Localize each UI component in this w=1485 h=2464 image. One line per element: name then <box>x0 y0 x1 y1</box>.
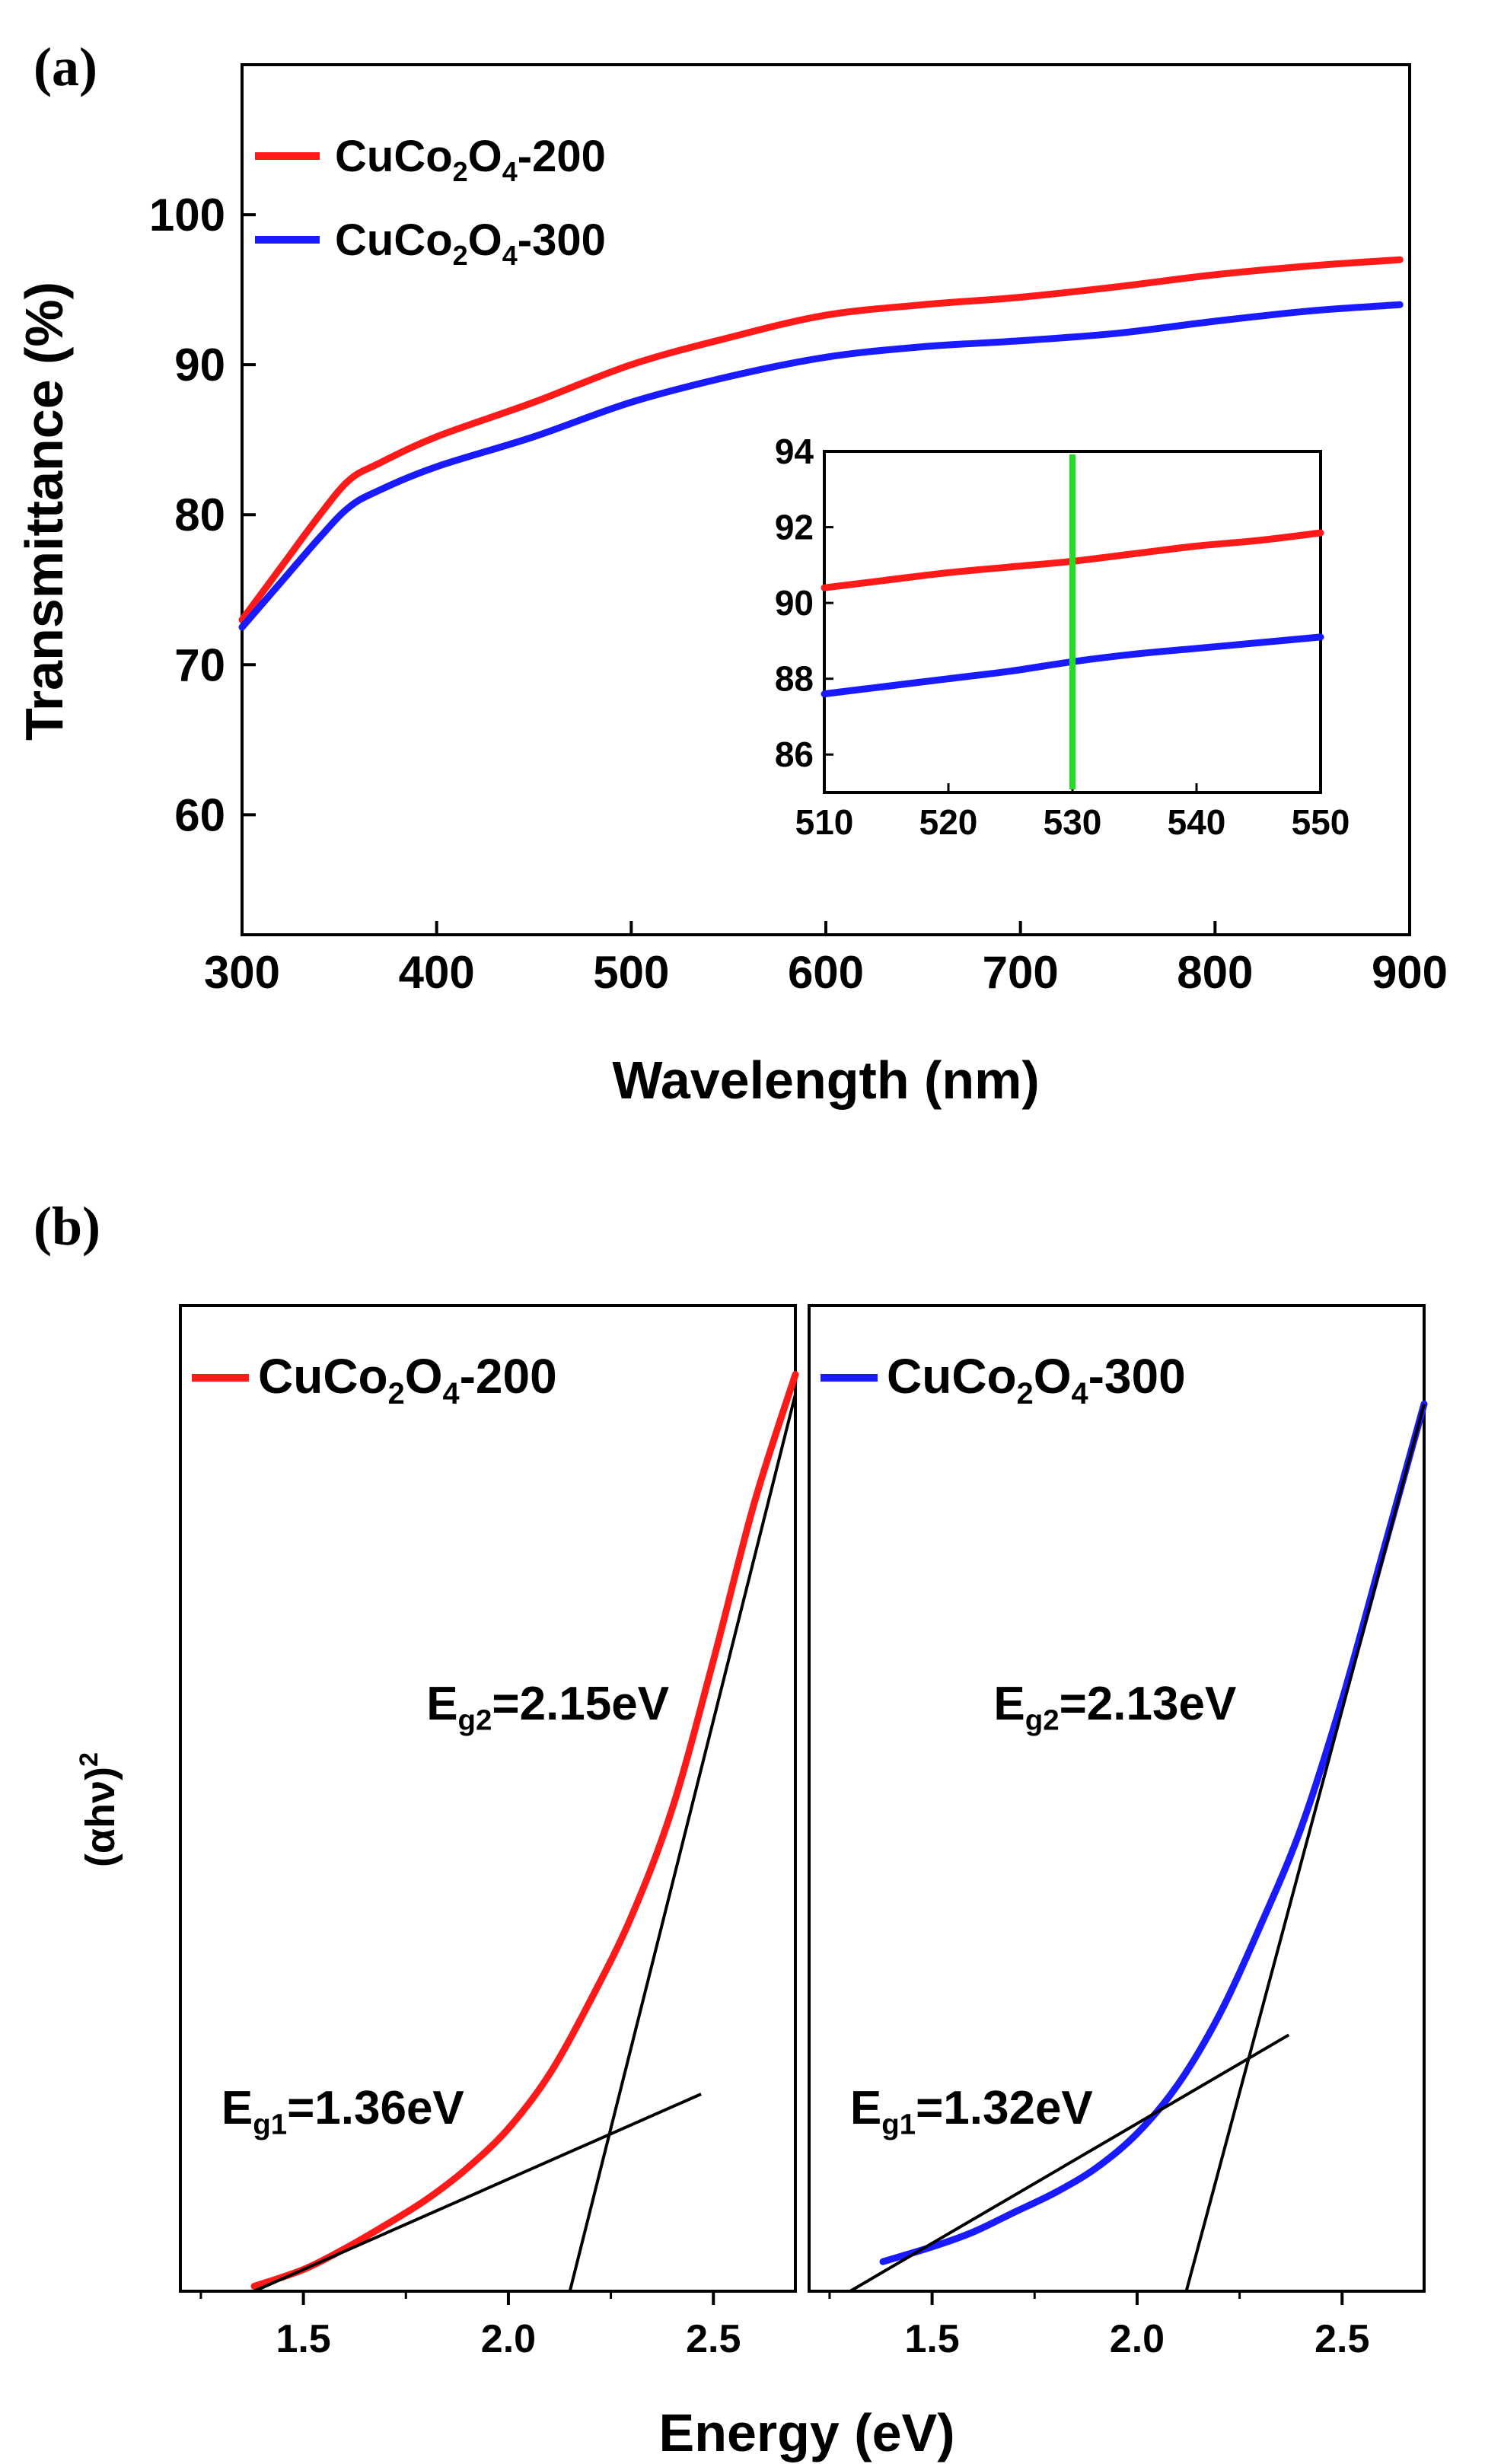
legend-label-part: CuCo <box>335 215 453 265</box>
legend-label-part: CuCo <box>335 132 453 181</box>
chart-b-right: 1.5 2.0 2.5 Energy (eV) CuCo2O4-300 Eg1=1.32e… <box>659 1304 1428 2462</box>
x-tick-label: 900 <box>1372 947 1448 998</box>
legend-label-part: 4 <box>1071 1377 1088 1411</box>
band-gap-annotation-part: E <box>426 1678 457 1730</box>
plot-frame <box>179 1304 797 2293</box>
legend-label-part: 4 <box>502 240 518 271</box>
x-axis-label: Wavelength (nm) <box>612 1050 1039 1110</box>
fit-line <box>568 1394 797 2292</box>
legend-label-part: 2 <box>1017 1377 1034 1411</box>
series-line-CuCo2O4-200 <box>238 256 1404 623</box>
x-tick-label: 700 <box>983 947 1059 998</box>
x-tick-label: 500 <box>593 947 669 998</box>
series-line-CuCo2O4-300 <box>238 301 1404 631</box>
x-tick-label: 1.5 <box>904 2317 959 2361</box>
band-gap-annotation-part: =2.15eV <box>492 1678 669 1730</box>
legend-label-part: 4 <box>442 1377 459 1411</box>
legend-label-part: CuCo <box>258 1349 388 1404</box>
legend-label-part: -200 <box>518 132 606 181</box>
legend-label: CuCo2O4-300 <box>335 215 606 271</box>
series-line-CuCo2O4-200 <box>250 1371 799 2290</box>
inset-x-tick-label: 540 <box>1168 802 1226 842</box>
y-tick-label: 100 <box>149 190 225 241</box>
band-gap-annotation-part: g1 <box>253 2108 287 2140</box>
band-gap-annotation-part: =1.32eV <box>916 2082 1093 2134</box>
legend-label-part: O <box>468 132 502 181</box>
fit-line <box>253 2093 702 2293</box>
inset-x-tick-label: 550 <box>1292 802 1350 842</box>
y-tick-label: 60 <box>174 789 225 840</box>
fit-line <box>849 2033 1290 2293</box>
inset-x-tick-label: 510 <box>795 802 854 842</box>
x-tick-label: 300 <box>204 947 280 998</box>
legend-label-part: 2 <box>453 156 468 187</box>
legend-label-part: 2 <box>453 240 468 271</box>
legend-label-part: O <box>405 1349 443 1404</box>
inset-y-tick-label: 88 <box>775 659 814 699</box>
y-axis-label-sup: 2 <box>75 1752 104 1767</box>
inset-y-tick-label: 94 <box>775 432 814 471</box>
y-tick-label: 90 <box>174 339 225 390</box>
x-tick-label: 2.5 <box>1315 2317 1369 2361</box>
x-tick-label: 2.5 <box>686 2317 741 2361</box>
band-gap-annotation-part: E <box>221 2082 253 2134</box>
legend-label-part: 4 <box>502 156 518 187</box>
legend-label-part: -200 <box>460 1349 557 1404</box>
x-tick-label: 400 <box>399 947 475 998</box>
band-gap-annotation: Eg1=1.32eV <box>850 2082 1093 2141</box>
y-axis-label: Transmittance (%) <box>14 282 74 741</box>
legend-label-part: 2 <box>388 1377 405 1411</box>
y-tick-label: 70 <box>174 639 225 690</box>
inset-x-tick-label: 520 <box>919 802 978 842</box>
panel-label-a: (a) <box>33 37 97 97</box>
inset-y-tick-label: 90 <box>775 583 814 623</box>
chart-b-left: 1.5 2.0 2.5(αhν)2CuCo2O4-200Eg1=1.36eVEg2=… <box>75 1304 799 2361</box>
legend-label: CuCo2O4-200 <box>335 132 606 187</box>
band-gap-annotation-part: g1 <box>881 2108 916 2140</box>
inset-x-tick-label: 530 <box>1044 802 1102 842</box>
legend-label-part: O <box>1034 1349 1072 1404</box>
y-axis-label-main: (αhν) <box>78 1767 123 1867</box>
band-gap-annotation-part: E <box>850 2082 881 2134</box>
panel-label-b: (b) <box>33 1196 100 1257</box>
band-gap-annotation-part: E <box>993 1678 1025 1730</box>
x-tick-label: 2.0 <box>481 2317 536 2361</box>
legend-label-part: -300 <box>518 215 606 265</box>
y-axis-label: (αhν)2 <box>75 1752 123 1867</box>
chart-a-transmittance: 300 400 500 600 700 800 900 60 70 80 90 100 Waveleng… <box>14 63 1448 1110</box>
legend-label: CuCo2O4-200 <box>258 1349 557 1411</box>
x-tick-label: 1.5 <box>276 2317 330 2361</box>
band-gap-annotation-part: =2.13eV <box>1060 1678 1237 1730</box>
legend-label-part: O <box>468 215 502 265</box>
legend-label: CuCo2O4-300 <box>887 1349 1186 1411</box>
inset-y-tick-label: 92 <box>775 508 814 547</box>
y-tick-label: 80 <box>174 489 225 540</box>
inset-y-tick-label: 86 <box>775 735 814 774</box>
band-gap-annotation: Eg2=2.15eV <box>426 1678 669 1737</box>
fit-line <box>1184 1403 1426 2292</box>
x-tick-label: 800 <box>1177 947 1253 998</box>
plot-frame <box>808 1304 1426 2293</box>
band-gap-annotation: Eg1=1.36eV <box>221 2082 464 2141</box>
band-gap-annotation: Eg2=2.13eV <box>993 1678 1236 1737</box>
legend-label-part: -300 <box>1088 1349 1186 1404</box>
chart-a-inset: 510 520 530 540 550 86 88 90 92 94 <box>775 432 1350 842</box>
x-tick-label: 2.0 <box>1110 2317 1165 2361</box>
legend-label-part: CuCo <box>887 1349 1017 1404</box>
band-gap-annotation-part: g2 <box>458 1704 492 1737</box>
band-gap-annotation-part: =1.36eV <box>287 2082 464 2134</box>
series-line-CuCo2O4-300 <box>879 1401 1428 2265</box>
band-gap-annotation-part: g2 <box>1025 1704 1060 1737</box>
x-tick-label: 600 <box>788 947 864 998</box>
x-axis-label: Energy (eV) <box>659 2403 955 2462</box>
